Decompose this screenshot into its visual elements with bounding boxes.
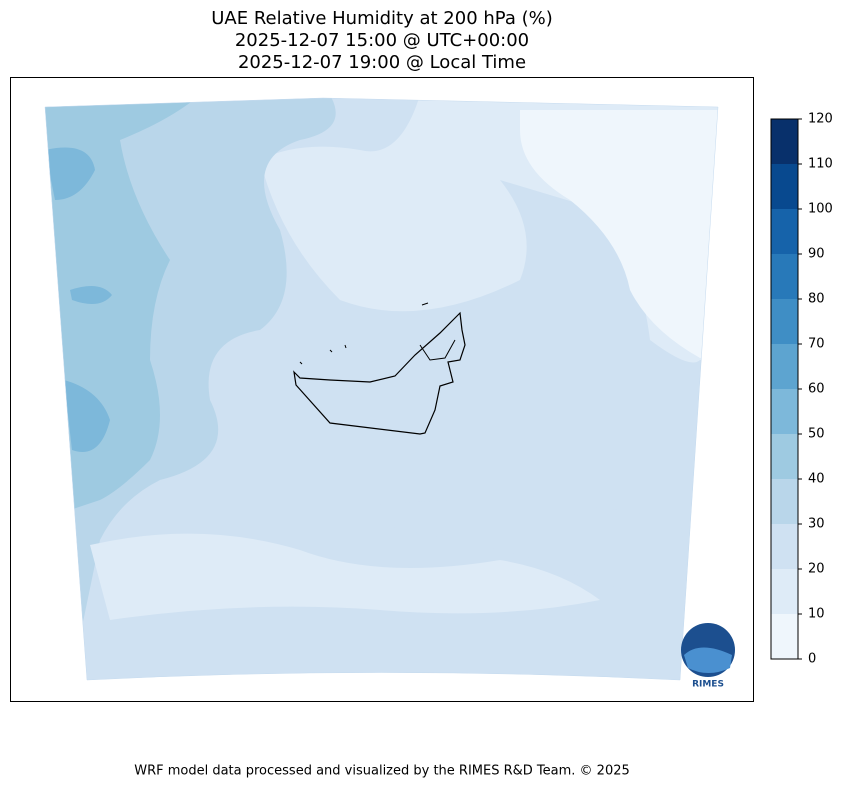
logo-text: RIMES <box>692 680 724 690</box>
colorbar-tick-label: 90 <box>808 247 825 262</box>
colorbar-tick-label: 70 <box>808 337 825 352</box>
title-line: 2025-12-07 15:00 @ UTC+00:00 <box>235 30 529 51</box>
colorbar-band <box>771 164 798 209</box>
title-line: UAE Relative Humidity at 200 hPa (%) <box>211 8 552 29</box>
colorbar-band <box>771 434 798 479</box>
colorbar: 0 10 20 30 40 50 60 70 80 90 100 110 120 <box>770 112 833 667</box>
colorbar-tick-label: 120 <box>808 112 833 127</box>
colorbar-tick-label: 100 <box>808 202 833 217</box>
colorbar-band <box>771 569 798 614</box>
colorbar-band <box>771 524 798 569</box>
colorbar-tick-label: 20 <box>808 562 825 577</box>
colorbar-tick-label: 0 <box>808 652 816 667</box>
logo: RIMES <box>681 623 735 690</box>
colorbar-band <box>771 209 798 254</box>
country-border <box>293 311 466 435</box>
title-line: 2025-12-07 19:00 @ Local Time <box>238 52 526 73</box>
colorbar-band <box>771 299 798 344</box>
footer: WRF model data processed and visualized … <box>134 764 630 779</box>
colorbar-band <box>771 119 798 164</box>
colorbar-band <box>771 344 798 389</box>
colorbar-tick-label: 30 <box>808 517 825 532</box>
coastline-detail <box>299 302 456 365</box>
colorbar-band <box>771 389 798 434</box>
colorbar-tick-label: 50 <box>808 427 825 442</box>
map: RIMES <box>10 77 754 702</box>
colorbar-tick-label: 80 <box>808 292 825 307</box>
colorbar-band <box>771 479 798 524</box>
humidity-field <box>45 98 718 680</box>
colorbar-tick-label: 110 <box>808 157 833 172</box>
colorbar-tick-label: 60 <box>808 382 825 397</box>
colorbar-band <box>771 254 798 299</box>
colorbar-tick-label: 40 <box>808 472 825 487</box>
colorbar-tick-label: 10 <box>808 607 825 622</box>
colorbar-band <box>771 614 798 659</box>
